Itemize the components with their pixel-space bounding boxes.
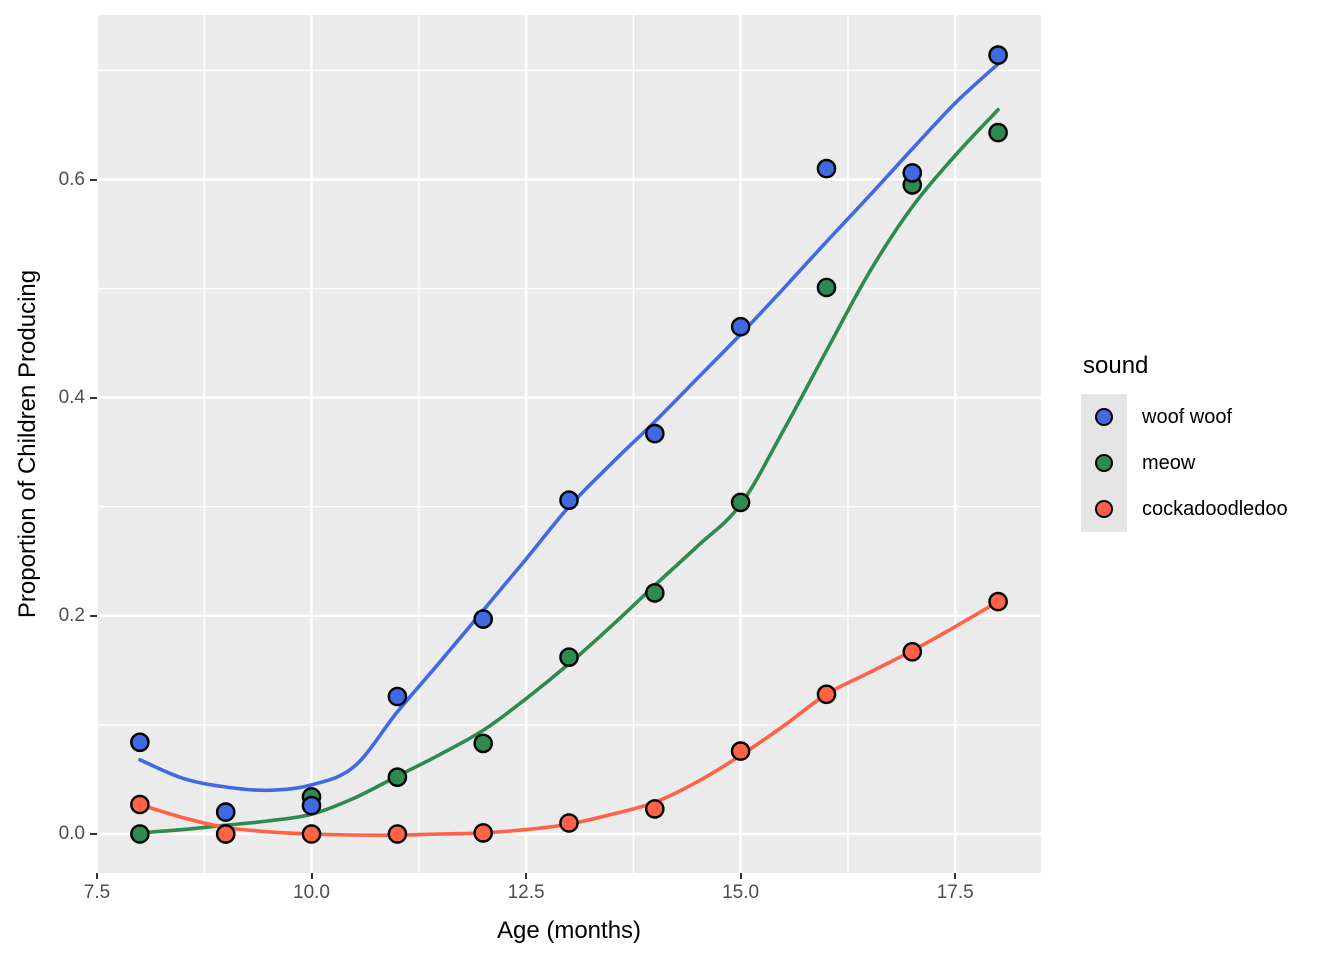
x-tick-label: 17.5 (936, 882, 974, 903)
legend-items: woof woof meow cockadoodledoo (1081, 394, 1288, 532)
x-tick-label: 15.0 (722, 882, 760, 903)
data-point-woof-woof (387, 686, 408, 707)
plot-svg (97, 15, 1041, 873)
trend-line-cockadoodledoo (138, 599, 1000, 837)
data-point-meow (559, 647, 579, 668)
data-point-cockadoodledoo (988, 591, 1008, 612)
data-point-cockadoodledoo (130, 794, 150, 815)
legend-key (1081, 440, 1127, 486)
data-point-cockadoodledoo (645, 799, 665, 819)
legend-key (1081, 486, 1127, 532)
legend-point-icon (1095, 408, 1113, 426)
data-point-meow (988, 122, 1008, 143)
data-point-woof-woof (902, 163, 923, 183)
data-point-meow (730, 492, 751, 513)
data-point-woof-woof (559, 490, 579, 511)
legend-item: meow (1081, 440, 1288, 486)
data-point-woof-woof (645, 423, 665, 444)
x-tick-label: 10.0 (293, 882, 330, 903)
data-point-meow (473, 733, 494, 754)
legend-title: sound (1083, 352, 1149, 379)
data-point-cockadoodledoo (559, 813, 579, 833)
y-tick-label: 0.6 (58, 168, 85, 190)
data-point-meow (645, 583, 665, 603)
data-point-meow (387, 767, 408, 788)
y-tick-label: 0.0 (58, 823, 85, 844)
x-tick-mark (310, 873, 313, 879)
data-point-cockadoodledoo (816, 684, 837, 705)
x-tick-label: 12.5 (507, 882, 545, 903)
data-point-cockadoodledoo (730, 741, 751, 761)
data-point-cockadoodledoo (473, 823, 494, 843)
legend-point-icon (1095, 500, 1113, 518)
data-point-woof-woof (301, 795, 322, 816)
data-point-woof-woof (215, 802, 236, 822)
data-point-cockadoodledoo (902, 642, 923, 662)
y-tick-label: 0.4 (58, 386, 85, 408)
data-point-meow (816, 277, 837, 298)
y-tick-mark (90, 833, 97, 835)
legend-key (1081, 394, 1127, 440)
data-point-cockadoodledoo (301, 824, 322, 844)
data-point-woof-woof (130, 732, 150, 753)
x-axis-title: Age (months) (496, 917, 642, 944)
trend-line-woof-woof (138, 62, 1000, 793)
x-tick-mark (739, 873, 742, 879)
y-tick-mark (90, 178, 97, 181)
legend-item: cockadoodledoo (1081, 486, 1288, 532)
y-tick-label: 0.2 (58, 604, 85, 626)
x-tick-mark (954, 873, 957, 879)
y-tick-mark (90, 396, 97, 399)
data-point-cockadoodledoo (387, 824, 408, 844)
legend-item: woof woof (1081, 394, 1288, 440)
y-tick-mark (90, 614, 97, 617)
data-point-woof-woof (473, 609, 494, 629)
legend-item-label: cockadoodledoo (1142, 497, 1288, 520)
y-axis-title: Proportion of Children Producing (14, 269, 41, 619)
x-tick-mark (96, 873, 98, 879)
data-point-woof-woof (988, 45, 1008, 65)
legend-item-label: woof woof (1142, 405, 1233, 428)
data-point-meow (130, 824, 150, 844)
legend: sound woof woof meow cockadoodledoo (1081, 352, 1288, 532)
x-tick-mark (525, 873, 528, 879)
data-point-woof-woof (816, 158, 837, 179)
legend-point-icon (1095, 454, 1113, 472)
data-point-woof-woof (730, 316, 751, 337)
trend-line-meow (138, 107, 1000, 835)
x-tick-label: 7.5 (83, 882, 111, 903)
legend-item-label: meow (1142, 451, 1196, 474)
plot-panel (97, 15, 1041, 873)
data-point-cockadoodledoo (215, 824, 236, 844)
